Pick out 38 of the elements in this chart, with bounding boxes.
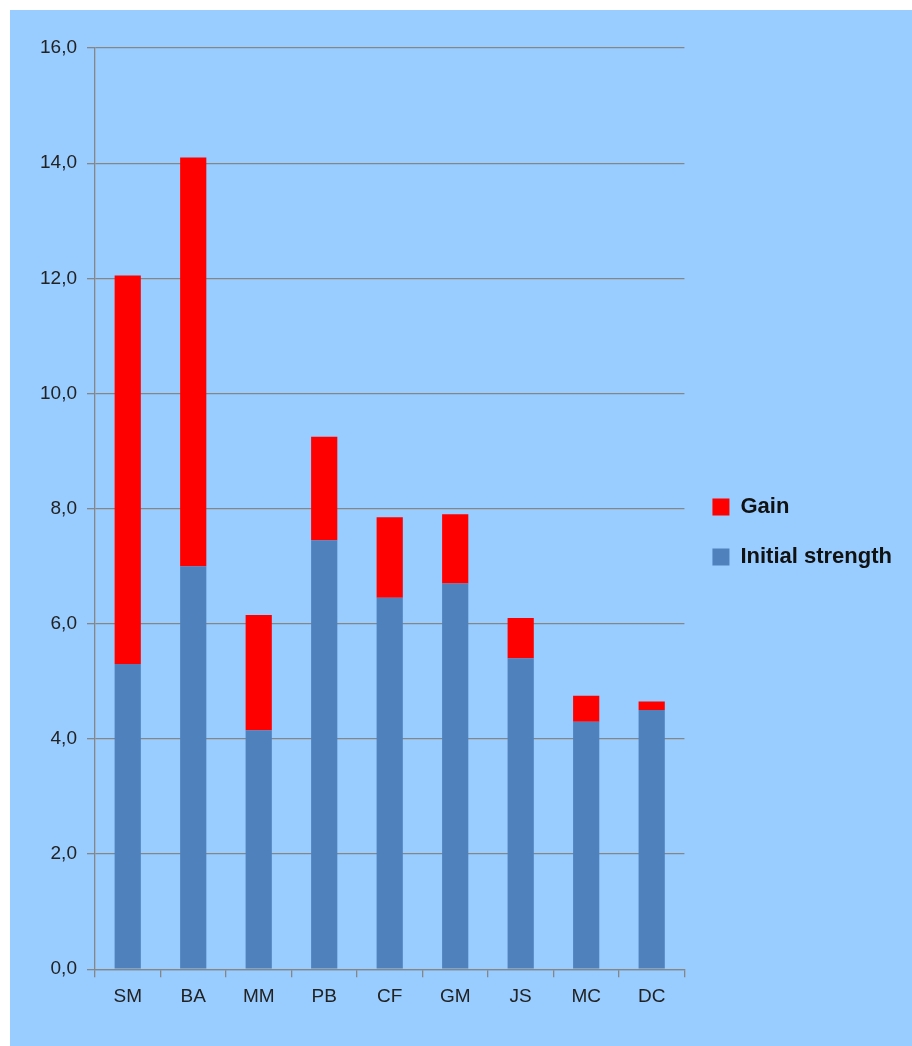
bar bbox=[180, 157, 207, 567]
y-tick-label: 8,0 bbox=[50, 496, 77, 518]
bar bbox=[180, 566, 207, 969]
x-tick-label: DC bbox=[637, 984, 666, 1006]
bar bbox=[442, 514, 469, 584]
x-tick-label: CF bbox=[377, 984, 403, 1006]
y-tick-label: 14,0 bbox=[40, 151, 77, 173]
x-tick-label: PB bbox=[311, 984, 337, 1006]
bar bbox=[114, 275, 141, 665]
y-tick-label: 4,0 bbox=[50, 727, 77, 749]
y-tick-label: 16,0 bbox=[40, 36, 77, 58]
y-tick-label: 10,0 bbox=[40, 381, 77, 403]
bar bbox=[376, 597, 403, 969]
bar bbox=[573, 721, 600, 969]
bar bbox=[442, 583, 469, 969]
y-tick-label: 0,0 bbox=[50, 957, 77, 979]
bar bbox=[376, 517, 403, 598]
x-tick-label: MC bbox=[571, 984, 601, 1006]
y-tick-label: 6,0 bbox=[50, 611, 77, 633]
y-tick-label: 12,0 bbox=[40, 266, 77, 288]
x-tick-label: JS bbox=[509, 984, 532, 1006]
bar bbox=[638, 701, 665, 711]
x-tick-label: MM bbox=[242, 984, 275, 1006]
bar bbox=[573, 695, 600, 722]
y-tick-label: 2,0 bbox=[50, 842, 77, 864]
bar bbox=[245, 615, 272, 731]
bar bbox=[114, 664, 141, 969]
bar bbox=[507, 658, 534, 969]
bar bbox=[245, 730, 272, 969]
x-tick-label: BA bbox=[180, 984, 207, 1006]
bar bbox=[638, 710, 665, 969]
bar bbox=[507, 617, 534, 659]
bar bbox=[311, 436, 338, 541]
bar bbox=[311, 540, 338, 969]
legend-label: Gain bbox=[740, 493, 790, 519]
x-tick-label: SM bbox=[113, 984, 142, 1006]
legend-label: Initial strength bbox=[740, 543, 892, 569]
x-tick-label: GM bbox=[439, 984, 471, 1006]
